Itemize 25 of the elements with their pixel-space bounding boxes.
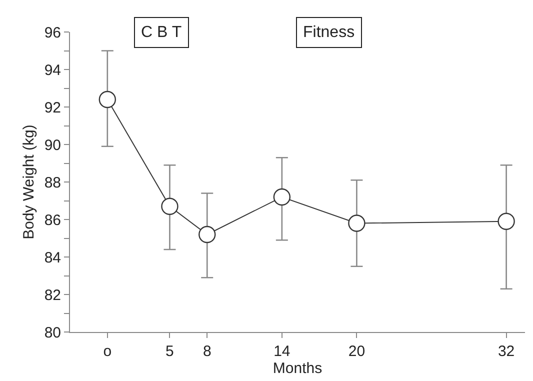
annotation: C B T [141,24,182,41]
x-tick-label: 20 [348,343,366,360]
y-tick-label: 82 [44,286,61,304]
point [498,212,515,230]
x-tick-label: o [103,343,112,360]
point [198,226,216,244]
x-tick-label: 32 [498,343,515,360]
y-tick-label: 86 [44,212,61,229]
y-tick-label: 94 [44,62,61,79]
y-tick-label: 96 [44,24,61,42]
y-tick-label: 84 [44,249,61,266]
x-tick-label: 14 [274,343,290,360]
x-tick-label: 5 [166,343,174,360]
point [161,198,178,215]
y-axis-title: Body Weight (kg) [20,124,38,240]
x-tick-label: 8 [202,343,212,360]
point [98,90,116,108]
annotation: Fitness [303,24,355,41]
y-tick-label: 80 [44,324,61,342]
y-tick-label: 90 [44,136,61,154]
y-tick-label: 92 [44,99,61,116]
y-tick-label: 88 [44,174,61,192]
point [273,188,291,206]
point [348,214,366,232]
x-axis-title: Months [272,360,322,377]
